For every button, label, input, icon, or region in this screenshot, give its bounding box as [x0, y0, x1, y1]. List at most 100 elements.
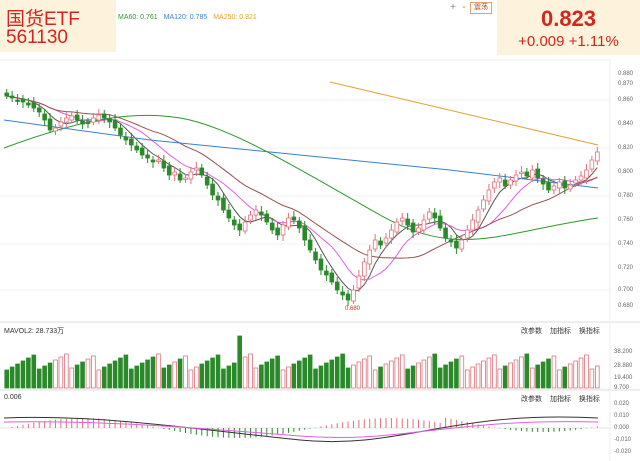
volume-bar	[242, 356, 248, 389]
candle-body	[226, 209, 232, 219]
macd-panel-label: 0.006	[4, 394, 22, 401]
volume-bar	[416, 362, 421, 389]
volume-panel-buttons: 改参数 加指标 换指标	[515, 326, 600, 336]
candle-body	[589, 159, 595, 170]
volume-bar	[26, 357, 31, 389]
volume-add-indicator-button[interactable]: 加指标	[549, 328, 571, 335]
candle-body	[573, 179, 578, 184]
volume-bar	[183, 355, 188, 389]
volume-edit-params-button[interactable]: 改参数	[521, 328, 542, 335]
volume-bar	[150, 356, 156, 389]
volume-bar	[589, 368, 595, 389]
candle-body	[237, 223, 242, 231]
volume-bar	[129, 368, 134, 389]
zoom-out-button[interactable]: -	[462, 2, 466, 13]
candle-body	[372, 239, 378, 250]
candle-body	[421, 219, 427, 231]
price-axis-label: 0.840	[618, 121, 634, 127]
candle-body	[264, 213, 270, 223]
volume-bar	[53, 359, 58, 389]
volume-bar	[264, 361, 270, 389]
macd-change-indicator-button[interactable]: 换指标	[578, 396, 600, 403]
volume-bar	[454, 358, 459, 389]
volume-bar	[42, 365, 47, 389]
volume-bar	[64, 353, 69, 389]
candle-body	[351, 289, 356, 302]
volume-bar	[410, 365, 416, 389]
price-axis-label: 0.700	[618, 287, 634, 293]
candle-body	[324, 270, 329, 276]
volume-bar	[584, 354, 589, 389]
volume-bar	[91, 355, 96, 389]
ma250-line	[329, 81, 599, 146]
volume-bar	[47, 362, 53, 389]
volume-bar	[96, 369, 102, 389]
volume-bar	[492, 354, 497, 389]
volume-bar	[31, 354, 37, 389]
candle-body	[80, 120, 85, 125]
candle-body	[367, 249, 373, 265]
candle-body	[464, 229, 470, 239]
candle-body	[221, 197, 226, 211]
volume-bar	[101, 366, 107, 389]
macd-edit-params-button[interactable]: 改参数	[521, 396, 542, 403]
macd-axis-label: 0.020	[614, 401, 630, 407]
candle-body	[161, 160, 167, 169]
candle-body	[513, 174, 519, 182]
candle-body	[362, 261, 367, 277]
candle-body	[475, 209, 481, 223]
ma-legend: MA60: 0.761 MA120: 0.785 MA250: 0.821	[118, 14, 261, 21]
candle-body	[145, 154, 150, 159]
volume-bar	[302, 357, 308, 389]
volume-bar	[226, 365, 232, 389]
volume-bar	[199, 363, 205, 389]
volume-bar	[486, 357, 492, 389]
volume-bar	[340, 353, 345, 389]
volume-axis-label: 9.700	[614, 385, 630, 391]
volume-bar	[324, 362, 329, 389]
candle-body	[231, 219, 237, 226]
volume-panel-label: MAVOL2: 28.733万	[4, 328, 65, 335]
ma120-line	[3, 119, 599, 189]
volume-change-indicator-button[interactable]: 换指标	[578, 328, 600, 335]
volume-bar	[204, 360, 210, 389]
volume-bar	[421, 359, 427, 389]
candle-body	[129, 138, 134, 146]
candle-body	[529, 169, 535, 179]
volume-bar	[464, 369, 470, 389]
candle-body	[53, 127, 58, 132]
candle-body	[204, 176, 210, 186]
volume-bar	[248, 353, 253, 389]
volume-bar	[437, 367, 443, 389]
volume-bar	[307, 354, 313, 389]
volume-bar	[524, 353, 530, 389]
quote-box: 0.823 +0.009 +1.11%	[497, 0, 640, 55]
macd-add-indicator-button[interactable]: 加指标	[549, 396, 571, 403]
candle-body	[36, 107, 42, 113]
volume-bar	[123, 354, 129, 389]
price-change: +0.009 +1.11%	[497, 33, 640, 50]
candle-body	[437, 215, 443, 229]
volume-bar	[107, 363, 112, 389]
price-axis-label: 0.820	[618, 145, 634, 151]
volume-bar	[269, 358, 275, 389]
price-axis-label: 0.780	[618, 193, 634, 199]
volume-bar	[562, 366, 568, 389]
volume-bar	[551, 355, 557, 389]
zoom-in-button[interactable]: +	[450, 2, 456, 13]
price-axis-label: 0.720	[618, 265, 634, 271]
candle-body	[172, 171, 177, 176]
candle-body	[540, 178, 546, 185]
change-percent: +1.11%	[568, 33, 619, 50]
candle-body	[497, 177, 503, 183]
candle-body	[242, 221, 248, 232]
candle-body	[470, 219, 475, 231]
tag-button[interactable]: 震荡	[470, 2, 492, 14]
candle-body	[454, 240, 459, 249]
price-axis-label: 0.860	[618, 97, 634, 103]
candle-body	[112, 119, 118, 129]
candle-body	[492, 181, 497, 189]
candle-body	[96, 114, 102, 121]
macd-axis-label: 0.000	[614, 425, 630, 431]
